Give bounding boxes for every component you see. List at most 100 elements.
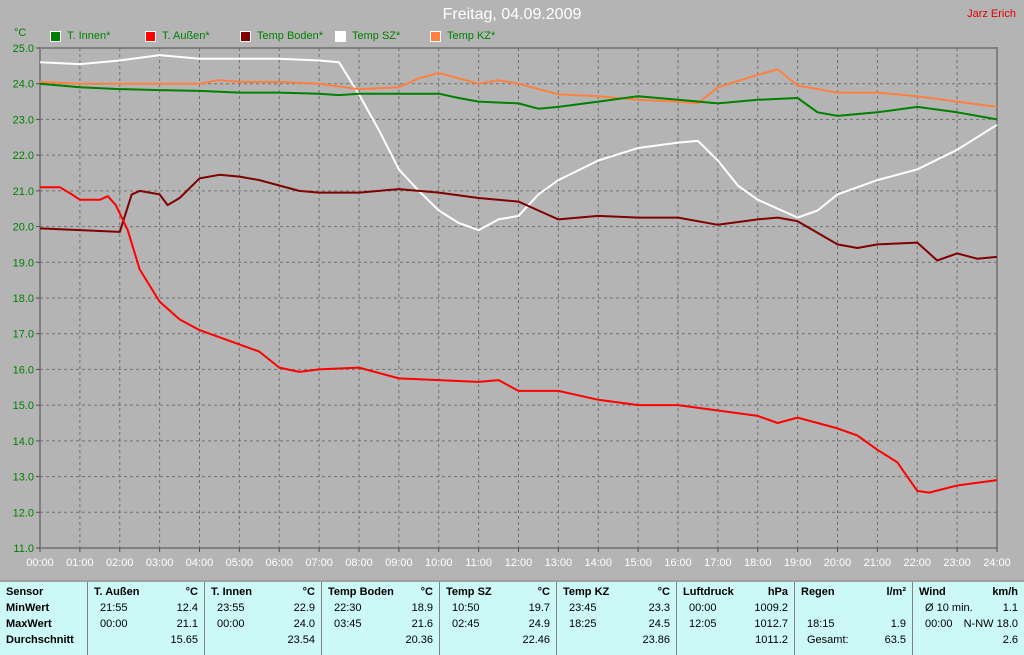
sensor-column-t-au-en: T. Außen °C 21:55 12.4 00:00 21.1 15.65: [88, 582, 205, 655]
y-tick-label: 23.0: [13, 114, 34, 126]
min-row: 23:45 23.3: [563, 602, 670, 618]
y-axis-unit: °C: [14, 27, 26, 39]
row-label: Sensor: [6, 586, 44, 598]
sensor-column-luftdruck: Luftdruck hPa 00:00 1009.2 12:05 1012.7 1011.2: [677, 582, 795, 655]
value: 23.86: [642, 634, 670, 646]
value: 12.4: [176, 602, 198, 614]
series-line-t-innen-: [39, 82, 998, 121]
row-label: MinWert: [6, 602, 50, 614]
time: [328, 634, 334, 650]
max-row: 02:45 24.9: [446, 618, 550, 634]
unit: l/m²: [886, 586, 906, 598]
x-tick-label: 13:00: [545, 557, 573, 569]
legend-swatch: [335, 30, 346, 42]
chart-title: Freitag, 04.09.2009: [442, 6, 582, 23]
y-tick-label: 17.0: [13, 329, 34, 341]
column-header: T. Innen °C: [211, 586, 315, 602]
y-tick-label: 25.0: [13, 43, 34, 55]
column-header: Regen l/m²: [801, 586, 906, 602]
temperature-chart: °C 11.0 12.0 13.0 14.0 15.0 16.0 17.0 18.0 19.0 20…: [13, 27, 1011, 569]
value: 23.3: [648, 602, 670, 614]
sensor-name: Temp Boden: [328, 586, 394, 598]
unit: °C: [657, 586, 670, 598]
series-line-t-au-en-: [40, 186, 998, 494]
avg-row: 22.46: [446, 634, 550, 650]
x-tick-label: 23:00: [943, 557, 971, 569]
sensor-name: T. Außen: [94, 586, 140, 598]
y-tick-label: 18.0: [13, 293, 34, 305]
avg-row: 23.54: [211, 634, 315, 650]
sensor-name: Regen: [801, 586, 835, 598]
value: 1009.2: [754, 602, 788, 614]
unit: °C: [537, 586, 550, 598]
x-tick-label: 01:00: [66, 557, 94, 569]
column-header: Wind km/h: [919, 586, 1018, 602]
value: 18.9: [411, 602, 433, 614]
time: Ø 10 min.: [925, 602, 973, 614]
value: 24.0: [293, 618, 315, 630]
column-header: Temp Boden °C: [328, 586, 433, 602]
time: 18:25: [569, 618, 597, 630]
y-tick-label: 24.0: [13, 79, 34, 91]
y-tick-label: 19.0: [13, 257, 34, 269]
value: 21.1: [176, 618, 198, 630]
unit: °C: [420, 586, 433, 598]
x-tick-label: 18:00: [744, 557, 772, 569]
time: Gesamt:: [807, 634, 849, 646]
sensor-name: Luftdruck: [683, 586, 734, 598]
legend-item: Temp Boden*: [240, 30, 335, 42]
x-tick-label: 06:00: [265, 557, 293, 569]
sensor-column-temp-sz: Temp SZ °C 10:50 19.7 02:45 24.9 22.46: [440, 582, 557, 655]
column-header: T. Außen °C: [94, 586, 198, 602]
sensor-column-t-innen: T. Innen °C 23:55 22.9 00:00 24.0 23.54: [205, 582, 322, 655]
time: 23:55: [217, 602, 245, 614]
time: 00:00: [217, 618, 245, 630]
time: 10:50: [452, 602, 480, 614]
sensor-column-temp-kz: Temp KZ °C 23:45 23.3 18:25 24.5 23.86: [557, 582, 677, 655]
value: N-NW 18.0: [963, 618, 1018, 630]
value: 19.7: [528, 602, 550, 614]
value: 23.54: [287, 634, 315, 646]
column-header: Temp SZ °C: [446, 586, 550, 602]
time: 03:45: [334, 618, 362, 630]
time: 00:00: [100, 618, 128, 630]
x-tick-label: 05:00: [226, 557, 254, 569]
legend-item: T. Außen*: [145, 30, 240, 42]
sensor-name: Temp KZ: [563, 586, 610, 598]
time: [446, 634, 452, 650]
x-tick-label: 21:00: [864, 557, 892, 569]
x-tick-label: 08:00: [345, 557, 373, 569]
legend-swatch: [145, 30, 156, 42]
time: 23:45: [569, 602, 597, 614]
x-tick-label: 14:00: [584, 557, 612, 569]
sensor-column-regen: Regen l/m² 18:15 1.9 Gesamt: 63.5: [795, 582, 913, 655]
legend-item: Temp SZ*: [335, 30, 430, 42]
value: 22.9: [293, 602, 315, 614]
x-tick-label: 17:00: [704, 557, 732, 569]
author-label: Jarz Erich: [967, 8, 1016, 20]
x-tick-label: 11:00: [465, 557, 492, 569]
y-tick-label: 16.0: [13, 364, 34, 376]
legend-label: Temp Boden*: [257, 30, 324, 42]
legend-item: T. Innen*: [50, 30, 145, 42]
x-tick-label: 02:00: [106, 557, 134, 569]
max-row: 00:00 21.1: [94, 618, 198, 634]
row-label: MaxWert: [6, 618, 52, 630]
avg-row: 20.36: [328, 634, 433, 650]
value: 1011.2: [755, 634, 788, 646]
value: 1.1: [1002, 602, 1018, 614]
x-tick-label: 12:00: [505, 557, 533, 569]
min-row: [801, 602, 906, 618]
x-tick-label: 07:00: [305, 557, 333, 569]
legend-label: T. Innen*: [67, 30, 111, 42]
value: 24.5: [648, 618, 670, 630]
sensor-name: T. Innen: [211, 586, 252, 598]
series-line-temp-kz-: [39, 68, 998, 108]
value: 22.46: [522, 634, 550, 646]
avg-row: 15.65: [94, 634, 198, 650]
y-tick-label: 11.0: [13, 543, 34, 555]
legend-item: Temp KZ*: [430, 30, 525, 42]
time: [211, 634, 217, 650]
x-tick-label: 15:00: [624, 557, 652, 569]
max-row: 12:05 1012.7: [683, 618, 788, 634]
